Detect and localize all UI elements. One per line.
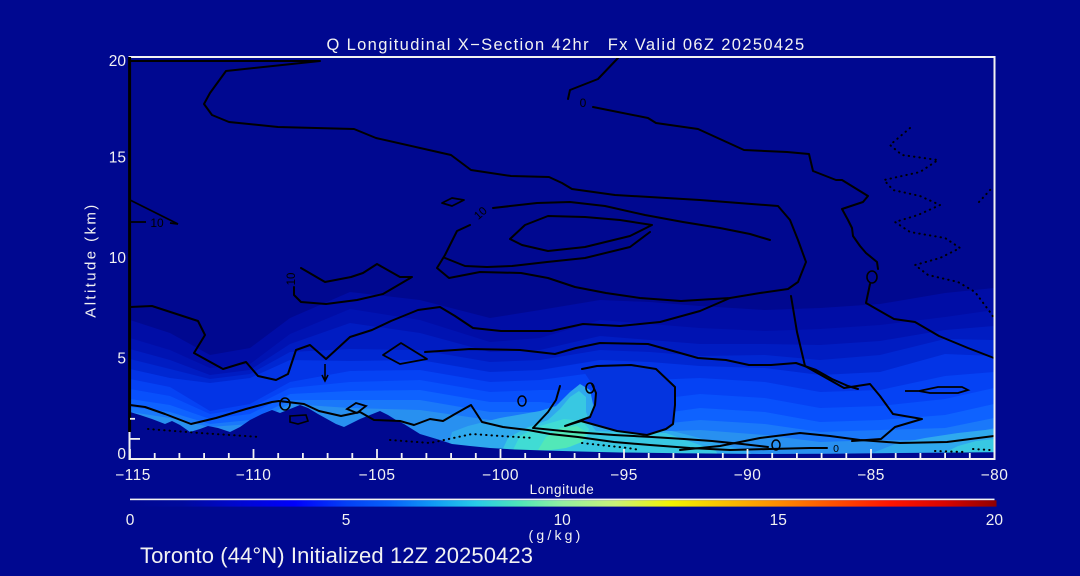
svg-text:0: 0 <box>833 443 839 455</box>
svg-text:5: 5 <box>117 351 126 368</box>
svg-text:10: 10 <box>150 216 164 230</box>
svg-text:−100: −100 <box>482 467 519 484</box>
svg-text:0: 0 <box>117 446 126 463</box>
svg-text:−80: −80 <box>981 467 1009 484</box>
svg-text:0: 0 <box>126 512 135 529</box>
svg-text:15: 15 <box>770 512 787 529</box>
svg-text:−90: −90 <box>734 467 762 484</box>
svg-text:−105: −105 <box>359 467 396 484</box>
svg-text:−115: −115 <box>115 467 151 484</box>
svg-text:5: 5 <box>342 512 351 529</box>
svg-text:15: 15 <box>109 150 126 167</box>
svg-text:10: 10 <box>554 512 572 529</box>
svg-text:20: 20 <box>109 53 127 70</box>
svg-text:10: 10 <box>109 250 127 267</box>
svg-text:Longitude: Longitude <box>530 482 595 497</box>
svg-text:10: 10 <box>286 273 298 286</box>
svg-text:Toronto (44°N) Initialized 12Z: Toronto (44°N) Initialized 12Z 20250423 <box>140 543 533 568</box>
svg-text:Q Longitudinal X−Section 42hr: Q Longitudinal X−Section 42hr Fx Valid 0… <box>327 36 806 54</box>
svg-text:−95: −95 <box>610 467 638 484</box>
svg-text:20: 20 <box>986 512 1004 529</box>
svg-text:−110: −110 <box>236 467 272 484</box>
svg-text:(g/kg): (g/kg) <box>529 527 584 543</box>
svg-text:0: 0 <box>580 96 587 110</box>
svg-text:−85: −85 <box>857 467 885 484</box>
svg-text:Altitude (km): Altitude (km) <box>83 202 100 317</box>
